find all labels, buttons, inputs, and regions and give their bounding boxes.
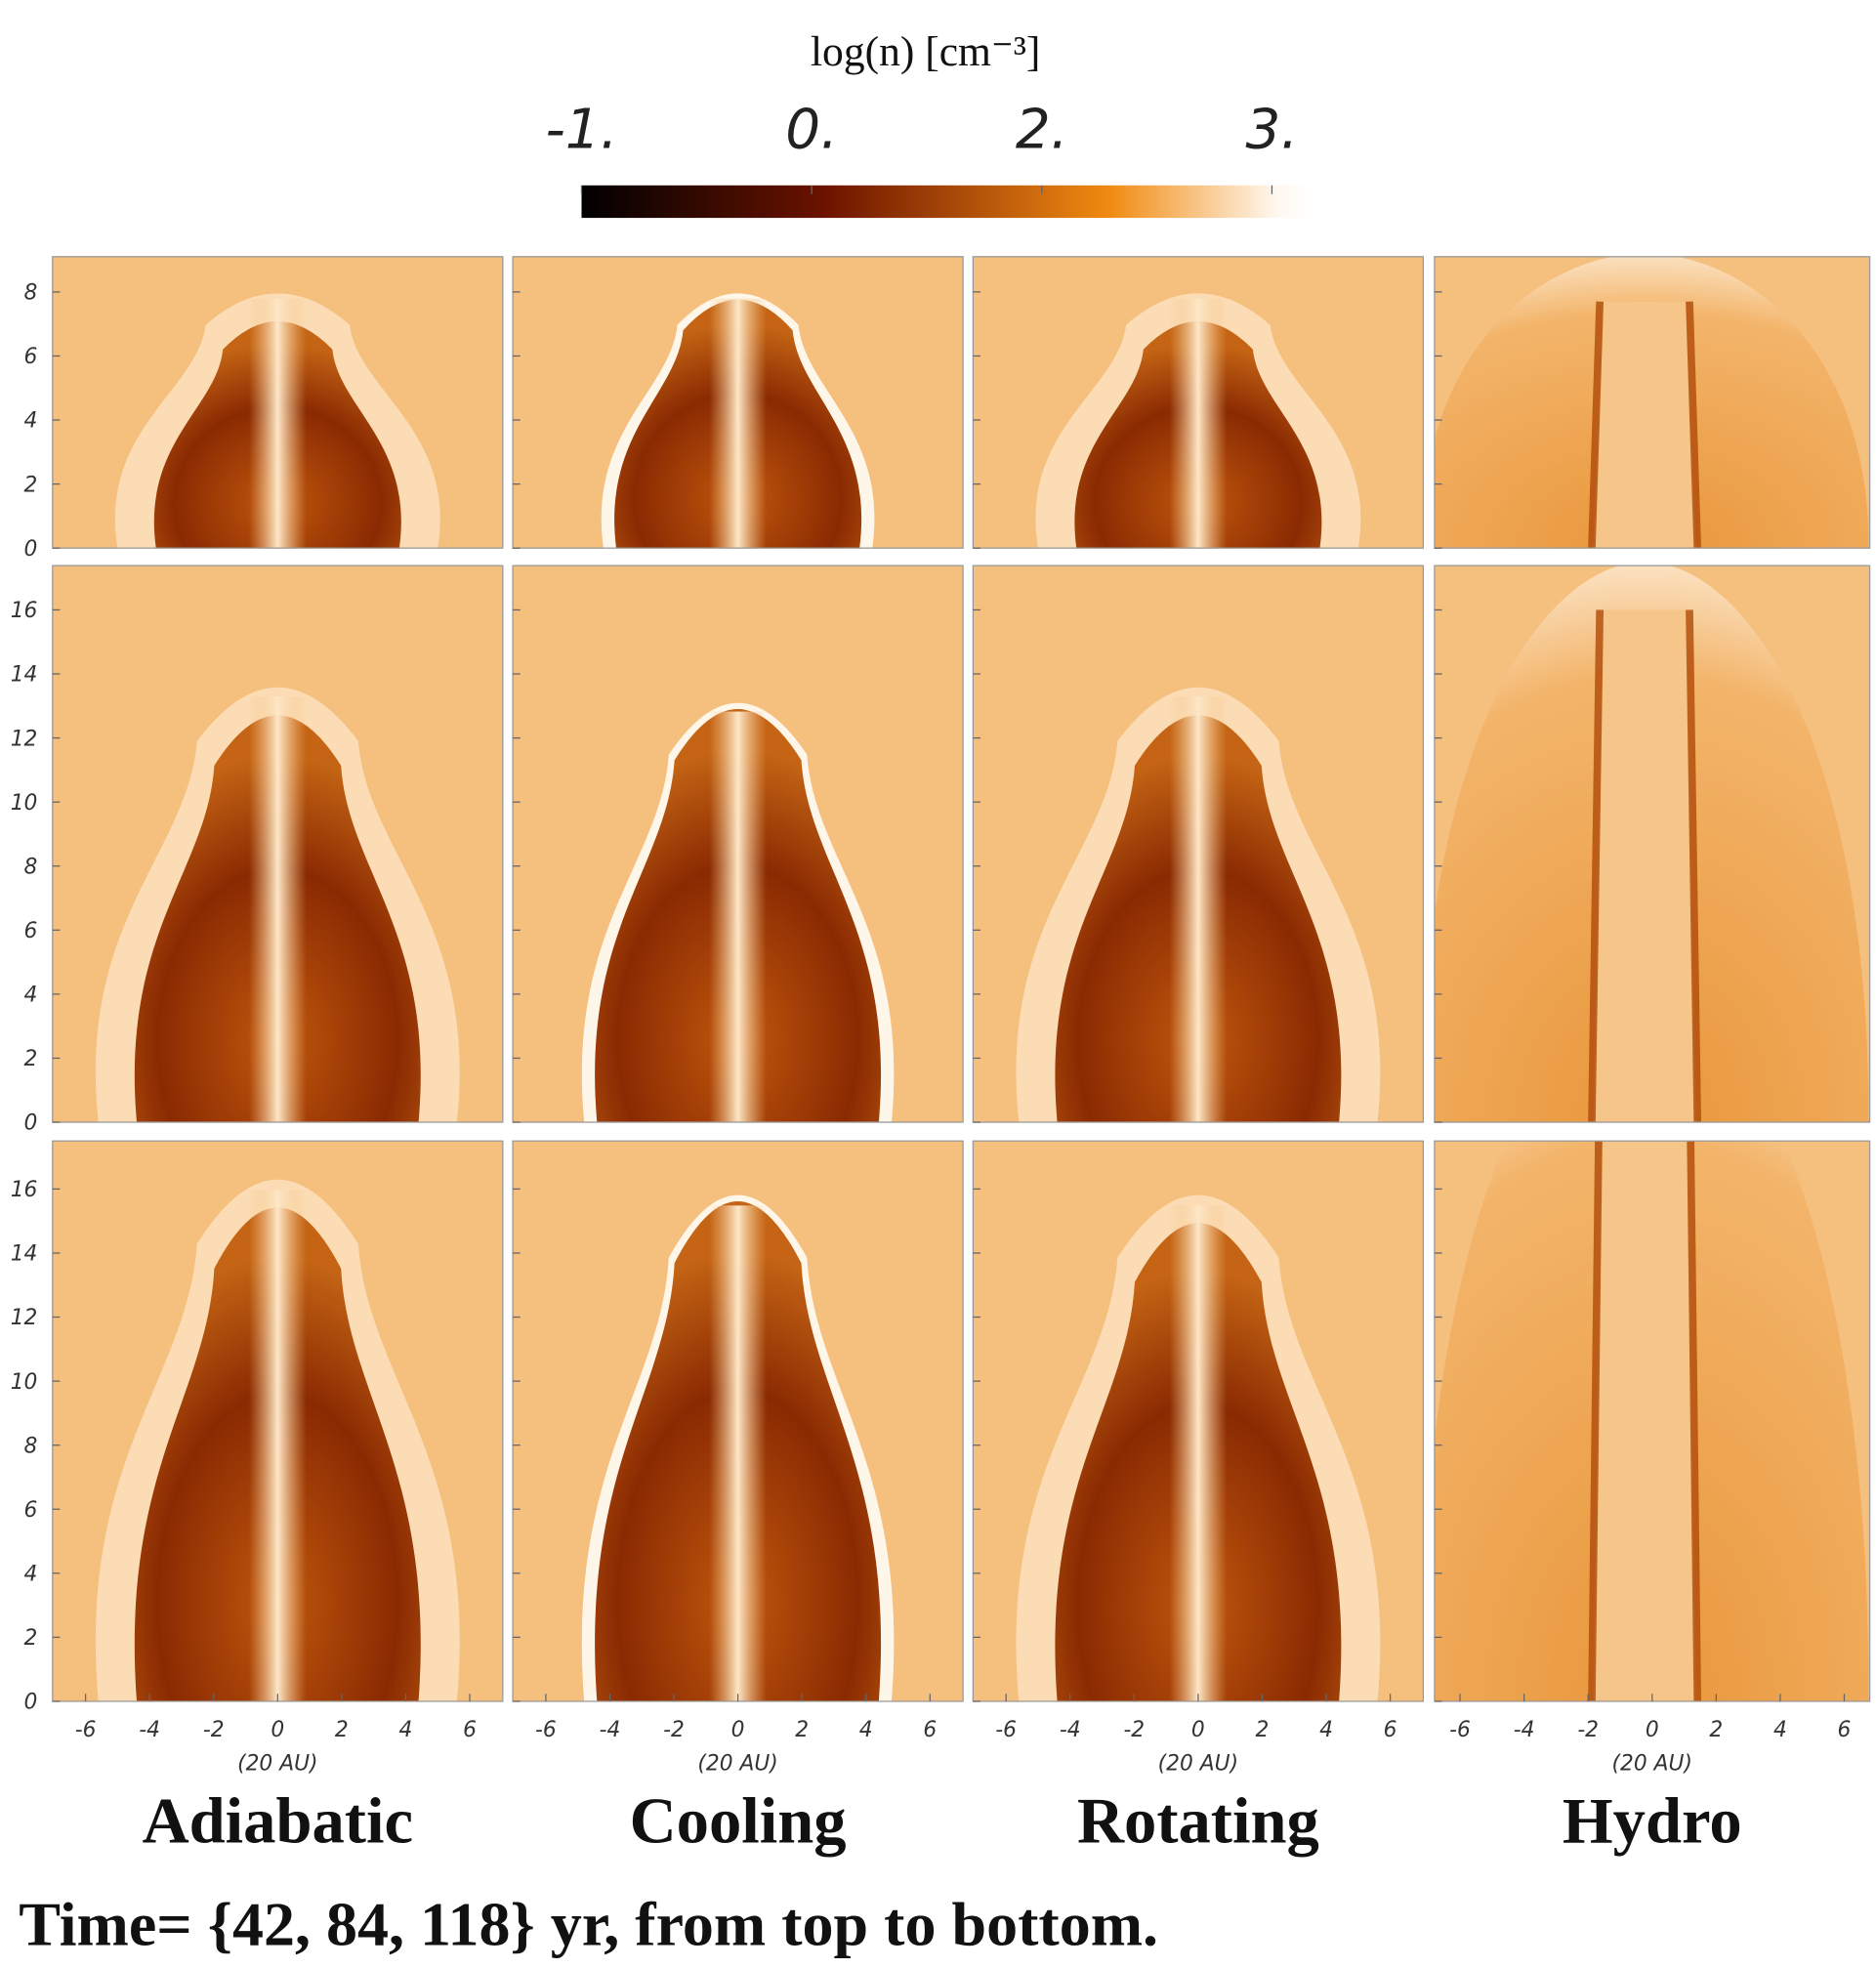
x-tick-label: -2: [1577, 1718, 1599, 1742]
x-tick-label: 2: [795, 1718, 809, 1742]
x-tick-label: 2: [1709, 1718, 1723, 1742]
x-tick-label: 6: [1384, 1718, 1397, 1742]
jet: [249, 696, 307, 1122]
colorbar: [582, 186, 1313, 218]
y-tick-label: 8: [24, 855, 38, 879]
y-tick-label: 4: [24, 984, 38, 1008]
x-tick-label: 6: [463, 1718, 477, 1742]
x-tick-label: -4: [600, 1718, 621, 1742]
caption: Time= {42, 84, 118} yr, from top to bott…: [19, 1890, 1158, 1959]
panel: [53, 565, 503, 1122]
colorbar-tick-label: 2.: [1016, 98, 1068, 161]
panel: [53, 1141, 503, 1701]
colorbar-tick-label: 0.: [785, 98, 838, 161]
page: {"colorbar":{"label":"log(n) [cm⁻³]","ti…: [0, 0, 1876, 1968]
x-tick-label: -4: [1060, 1718, 1081, 1742]
y-tick-label: 10: [11, 1370, 38, 1395]
y-tick-label: 0: [24, 1111, 38, 1136]
jet: [709, 712, 767, 1122]
x-tick-label: 0: [271, 1718, 284, 1742]
column-label: Rotating: [1077, 1786, 1319, 1858]
panel: [53, 257, 503, 548]
y-tick-label: 2: [24, 1047, 38, 1071]
x-tick-label: 4: [399, 1718, 413, 1742]
panel: [513, 565, 963, 1122]
jet: [249, 1191, 307, 1701]
hydro-cone: [1594, 609, 1696, 1122]
y-tick-label: 8: [24, 1434, 38, 1458]
jet: [1169, 696, 1227, 1122]
y-tick-label: 6: [24, 919, 38, 943]
y-tick-label: 2: [24, 1626, 38, 1651]
panel: [973, 565, 1423, 1122]
x-tick-label: 4: [859, 1718, 873, 1742]
y-tick-label: 4: [24, 409, 38, 434]
x-tick-label: -6: [535, 1718, 557, 1742]
jet: [709, 299, 767, 548]
x-axis-label: (20 AU): [697, 1751, 777, 1776]
y-tick-label: 12: [11, 1306, 38, 1330]
y-tick-label: 14: [11, 1242, 38, 1267]
column-label: Cooling: [630, 1786, 847, 1858]
hydro-cone: [1594, 1045, 1696, 1701]
x-tick-label: 2: [335, 1718, 349, 1742]
colorbar-tick-label: 3.: [1246, 98, 1299, 161]
column-label: Adiabatic: [143, 1786, 413, 1858]
panel: [513, 257, 963, 548]
x-axis-label: (20 AU): [237, 1751, 317, 1776]
x-tick-label: 4: [1319, 1718, 1333, 1742]
figure: log(n) [cm⁻³] Time= {42, 84, 118} yr, fr…: [0, 0, 1876, 1968]
x-tick-label: 2: [1256, 1718, 1270, 1742]
y-tick-label: 0: [24, 537, 38, 562]
x-tick-label: -6: [995, 1718, 1017, 1742]
x-tick-label: -2: [663, 1718, 685, 1742]
x-tick-label: 0: [1646, 1718, 1659, 1742]
jet: [249, 299, 307, 548]
x-tick-label: 0: [731, 1718, 745, 1742]
panel: [973, 1141, 1423, 1701]
y-tick-label: 4: [24, 1563, 38, 1587]
x-tick-label: -6: [1449, 1718, 1471, 1742]
x-tick-label: 6: [1838, 1718, 1852, 1742]
y-tick-label: 2: [24, 473, 38, 497]
x-tick-label: -2: [203, 1718, 225, 1742]
jet: [709, 1205, 767, 1701]
y-tick-label: 6: [24, 345, 38, 369]
column-label: Hydro: [1563, 1786, 1742, 1858]
x-tick-label: -2: [1123, 1718, 1145, 1742]
y-tick-label: 12: [11, 727, 38, 751]
panel: [1421, 562, 1870, 1122]
x-tick-label: -4: [139, 1718, 160, 1742]
colorbar-label: log(n) [cm⁻³]: [811, 28, 1040, 75]
hydro-cone: [1594, 302, 1696, 548]
panel: [973, 257, 1423, 548]
y-tick-label: 14: [11, 663, 38, 688]
y-tick-label: 10: [11, 791, 38, 816]
jet: [1169, 299, 1227, 548]
x-tick-label: -4: [1514, 1718, 1535, 1742]
x-tick-label: 6: [923, 1718, 937, 1742]
panel: [1421, 254, 1870, 549]
y-tick-label: 16: [11, 599, 38, 623]
y-tick-label: 8: [24, 281, 38, 306]
colorbar-tick-label: -1.: [545, 98, 617, 161]
x-tick-label: 0: [1191, 1718, 1205, 1742]
y-tick-label: 16: [11, 1178, 38, 1202]
x-axis-label: (20 AU): [1612, 1751, 1692, 1776]
y-tick-label: 0: [24, 1691, 38, 1715]
panel: [513, 1141, 963, 1701]
jet: [1169, 1205, 1227, 1701]
y-tick-label: 6: [24, 1498, 38, 1523]
x-axis-label: (20 AU): [1158, 1751, 1238, 1776]
x-tick-label: 4: [1773, 1718, 1787, 1742]
x-tick-label: -6: [75, 1718, 97, 1742]
